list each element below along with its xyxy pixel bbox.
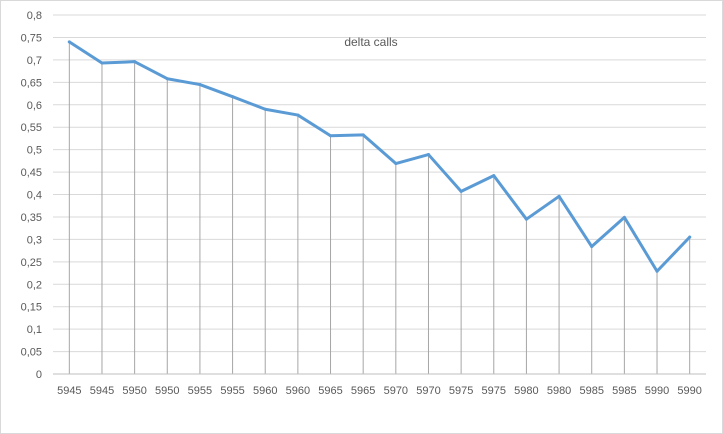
y-tick-label: 0,55 [21, 122, 42, 134]
gridlines [53, 14, 706, 353]
y-tick-label: 0,75 [21, 32, 42, 44]
x-tick-label: 5945 [90, 385, 114, 397]
y-tick-label: 0,2 [27, 279, 42, 291]
x-tick-label: 5990 [677, 385, 701, 397]
x-tick-label: 5985 [579, 385, 603, 397]
x-tick-label: 5945 [57, 385, 81, 397]
x-tick-label: 5975 [482, 385, 506, 397]
y-tick-label: 0,15 [21, 302, 42, 314]
data-point [688, 235, 692, 239]
y-tick-label: 0,05 [21, 347, 42, 359]
drop-lines [68, 41, 691, 374]
y-tick-label: 0,35 [21, 212, 42, 224]
data-point [263, 107, 267, 111]
x-tick-label: 5960 [253, 385, 277, 397]
y-tick-label: 0,5 [27, 145, 42, 157]
x-tick-label: 5985 [612, 385, 636, 397]
data-point [426, 153, 430, 157]
x-tick-label: 5955 [188, 385, 212, 397]
data-point [590, 245, 594, 249]
y-tick-label: 0 [36, 369, 42, 381]
x-tick-label: 5965 [351, 385, 375, 397]
data-point [198, 83, 202, 87]
y-tick-label: 0,65 [21, 77, 42, 89]
data-point [394, 162, 398, 166]
data-point [655, 269, 659, 273]
y-tick-label: 0,7 [27, 55, 42, 67]
data-point [165, 77, 169, 81]
x-tick-label: 5965 [318, 385, 342, 397]
x-tick-label: 5970 [384, 385, 408, 397]
data-point [622, 215, 626, 219]
x-tick-label: 5950 [122, 385, 146, 397]
x-tick-label: 5975 [449, 385, 473, 397]
data-point [67, 40, 71, 44]
data-point [459, 189, 463, 193]
data-point [329, 134, 333, 138]
data-point [296, 113, 300, 117]
series-line [67, 40, 692, 273]
y-tick-label: 0,1 [27, 324, 42, 336]
x-tick-label: 5960 [286, 385, 310, 397]
x-tick-label: 5950 [155, 385, 179, 397]
x-tick-label: 5990 [645, 385, 669, 397]
x-tick-label: 5980 [514, 385, 538, 397]
x-tick-label: 5955 [220, 385, 244, 397]
data-point [557, 194, 561, 198]
data-point [100, 61, 104, 65]
data-point [361, 133, 365, 137]
y-tick-label: 0,6 [27, 100, 42, 112]
x-axis-tick-labels: 5945 5945 5950 5950 5955 5955 5960 5960 5965 5965… [57, 385, 702, 397]
x-tick-label: 5980 [547, 385, 571, 397]
data-point [133, 60, 137, 64]
data-point [231, 95, 235, 99]
y-tick-label: 0,45 [21, 167, 42, 179]
data-point [524, 217, 528, 221]
y-axis-tick-labels: 0 0,05 0,1 0,15 0,2 0,25 0,3 0,35 0,4 0,45 0,5 0,55… [21, 10, 42, 381]
y-tick-label: 0,8 [27, 10, 42, 22]
data-point [492, 174, 496, 178]
series-layer [67, 40, 692, 273]
y-tick-label: 0,3 [27, 234, 42, 246]
chart-title: delta calls [344, 35, 397, 49]
y-tick-label: 0,4 [27, 190, 42, 202]
y-tick-label: 0,25 [21, 257, 42, 269]
x-tick-label: 5970 [416, 385, 440, 397]
